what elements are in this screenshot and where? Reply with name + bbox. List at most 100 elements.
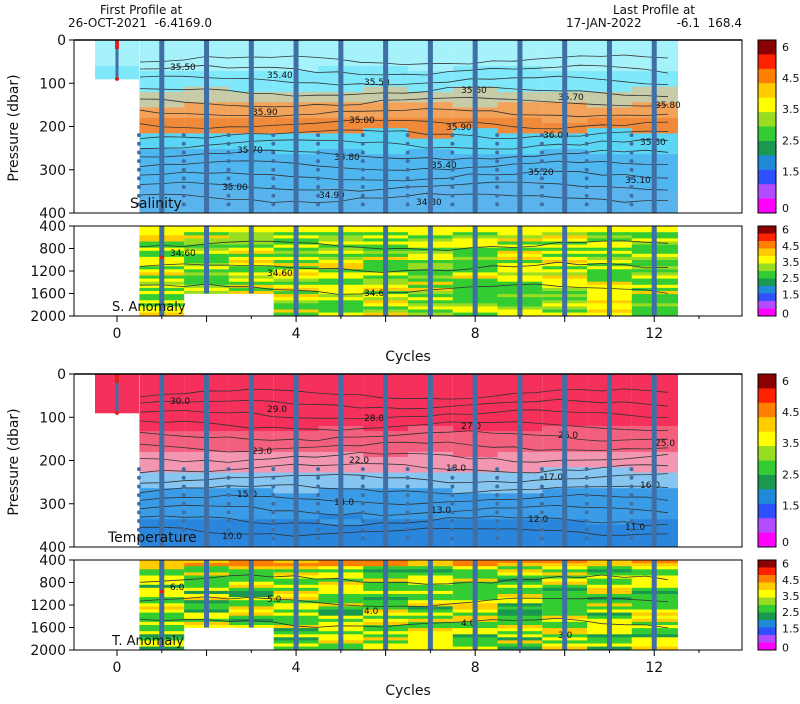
sample-dot bbox=[539, 527, 544, 532]
sample-dot bbox=[271, 202, 276, 207]
sample-dot bbox=[584, 527, 589, 532]
contour-label: 35.90 bbox=[446, 123, 472, 133]
colorbar-swatch bbox=[758, 126, 776, 142]
contour-lines bbox=[139, 574, 669, 629]
sample-dot bbox=[450, 141, 455, 146]
colorbar-tick-label: 2.5 bbox=[782, 606, 800, 619]
sample-dot bbox=[629, 501, 634, 506]
contour-line bbox=[139, 441, 669, 453]
contour-line bbox=[139, 430, 669, 442]
sample-dot bbox=[181, 475, 186, 480]
profile-markers bbox=[115, 374, 657, 547]
sample-dot bbox=[584, 141, 589, 146]
colorbar-top: 6 4.5 3.5 2.5 1.5 0 bbox=[757, 39, 800, 215]
sample-dot bbox=[137, 510, 141, 515]
sample-dot bbox=[137, 193, 141, 198]
sample-dot bbox=[405, 536, 410, 541]
sample-dot bbox=[539, 510, 544, 515]
sample-dot bbox=[539, 167, 544, 172]
sample-dot bbox=[629, 493, 634, 498]
contour-label: 14.0 bbox=[334, 498, 354, 508]
colorbar-swatch bbox=[758, 263, 776, 272]
colorbar-tick-label: 2.5 bbox=[782, 272, 800, 285]
sample-dot bbox=[539, 536, 544, 541]
sample-dot bbox=[271, 185, 276, 190]
colorbar-swatch bbox=[758, 233, 776, 242]
sample-dot bbox=[181, 193, 186, 198]
x-tick-label: 0 bbox=[113, 660, 122, 676]
sample-dot bbox=[226, 536, 231, 541]
colorbar-swatch bbox=[758, 460, 776, 476]
contour-lines bbox=[139, 240, 669, 295]
sample-dot bbox=[405, 493, 410, 498]
sample-dot bbox=[450, 493, 455, 498]
colorbar-swatch bbox=[758, 155, 776, 170]
colorbar-tick-label: 4.5 bbox=[782, 406, 800, 419]
colorbar-swatch bbox=[758, 256, 776, 264]
colorbar-swatch bbox=[758, 567, 776, 576]
sample-dot bbox=[539, 475, 544, 480]
y-tick-label: 1600 bbox=[30, 621, 66, 637]
contour-label: 18.0 bbox=[446, 464, 466, 474]
sample-dot bbox=[495, 141, 500, 146]
colorbar-swatch bbox=[758, 582, 776, 591]
sample-dot bbox=[450, 475, 455, 480]
contour-lines bbox=[139, 388, 669, 537]
colorbar-swatch bbox=[758, 503, 776, 519]
colorbar-swatch bbox=[758, 54, 776, 70]
colorbar-swatch bbox=[758, 612, 776, 621]
y-tick-label: 200 bbox=[39, 454, 66, 470]
first-profile-end bbox=[159, 589, 164, 594]
sample-dot bbox=[629, 150, 634, 155]
colorbar-swatch bbox=[758, 532, 776, 548]
sample-dot bbox=[629, 141, 634, 146]
sample-dot bbox=[137, 202, 141, 207]
sample-dot bbox=[316, 475, 321, 480]
sample-dot bbox=[271, 493, 276, 498]
colorbar-swatch bbox=[758, 474, 776, 490]
first-profile-end bbox=[115, 410, 119, 415]
sample-dot bbox=[226, 501, 231, 506]
sample-dot bbox=[181, 510, 186, 515]
sample-dot bbox=[539, 150, 544, 155]
sample-dot bbox=[629, 484, 634, 489]
last-profile-lon: 168.4 bbox=[708, 16, 742, 30]
colorbar-tick-label: 2.5 bbox=[782, 134, 800, 147]
sample-dot bbox=[137, 167, 141, 172]
colorbar-tick-label: 0 bbox=[782, 536, 789, 549]
colorbar-swatch bbox=[758, 308, 776, 317]
contour-line bbox=[139, 504, 669, 517]
colorbar-tick-label: 1.5 bbox=[782, 165, 800, 178]
sample-dot bbox=[360, 193, 365, 198]
sample-dot bbox=[226, 527, 231, 532]
contour-lines bbox=[139, 54, 669, 204]
sample-dot bbox=[360, 501, 365, 506]
sample-dot bbox=[450, 133, 455, 138]
contour-label: 35.80 bbox=[334, 153, 360, 163]
salinity-anomaly-panel: 34.60 34.60 34.6 400 800 1200 1600 2000 0 4 8 12 bbox=[30, 219, 743, 342]
sample-dot bbox=[137, 501, 141, 506]
sample-dot bbox=[450, 536, 455, 541]
sample-dot bbox=[137, 475, 141, 480]
contour-line bbox=[139, 617, 669, 629]
sample-dot bbox=[316, 484, 321, 489]
sample-dot bbox=[405, 467, 410, 472]
colorbar-swatch bbox=[758, 575, 776, 583]
sample-dot bbox=[629, 467, 634, 472]
contour-label: 34.90 bbox=[319, 191, 345, 201]
sample-dot bbox=[405, 484, 410, 489]
sample-dot bbox=[137, 484, 141, 489]
sample-dot bbox=[271, 536, 276, 541]
colorbar-tick-label: 0 bbox=[782, 641, 789, 654]
salinity-title: Salinity bbox=[130, 196, 182, 212]
colorbar-swatch bbox=[758, 590, 776, 598]
sample-dot bbox=[226, 193, 231, 198]
sample-dot bbox=[271, 150, 276, 155]
sample-dot bbox=[137, 493, 141, 498]
sample-dot bbox=[495, 501, 500, 506]
sample-dot bbox=[316, 193, 321, 198]
sample-dot bbox=[137, 141, 141, 146]
sample-dot bbox=[495, 493, 500, 498]
colorbar-tick-label: 3.5 bbox=[782, 103, 800, 116]
